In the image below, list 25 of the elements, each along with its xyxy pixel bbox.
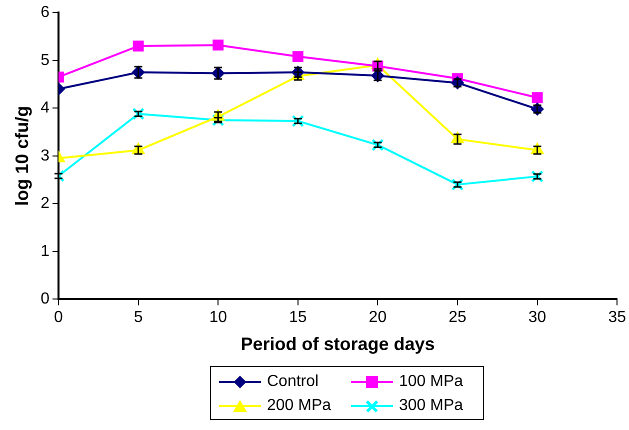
y-tick-label: 4 — [40, 100, 50, 117]
x-tick-label: 25 — [448, 309, 466, 326]
point — [212, 40, 224, 51]
y-tick-label: 6 — [40, 4, 50, 22]
y-axis-title: log 10 cfu/g — [12, 106, 32, 206]
y-tick-label: 2 — [40, 195, 50, 212]
legend-label: 300 MPa — [399, 397, 464, 415]
x-tick-label: 30 — [528, 309, 546, 326]
point — [132, 40, 144, 52]
legend-label: 200 MPa — [267, 397, 332, 415]
legend-label: Control — [267, 373, 319, 391]
y-tick-label: 3 — [40, 147, 50, 164]
y-tick-label: 5 — [40, 52, 50, 69]
point — [292, 51, 304, 62]
legend-label: 100 MPa — [399, 373, 464, 391]
y-tick-label: 0 — [40, 290, 50, 308]
x-tick-label: 0 — [54, 309, 64, 326]
y-tick-label: 1 — [40, 242, 50, 260]
x-axis-title: Period of storage days — [240, 334, 435, 354]
x-tick-label: 5 — [134, 309, 143, 326]
point — [532, 92, 543, 104]
x-tick-label: 35 — [608, 309, 626, 326]
x-tick-label: 10 — [209, 309, 228, 326]
x-tick-label: 15 — [289, 309, 307, 326]
x-tick-label: 20 — [368, 309, 387, 326]
